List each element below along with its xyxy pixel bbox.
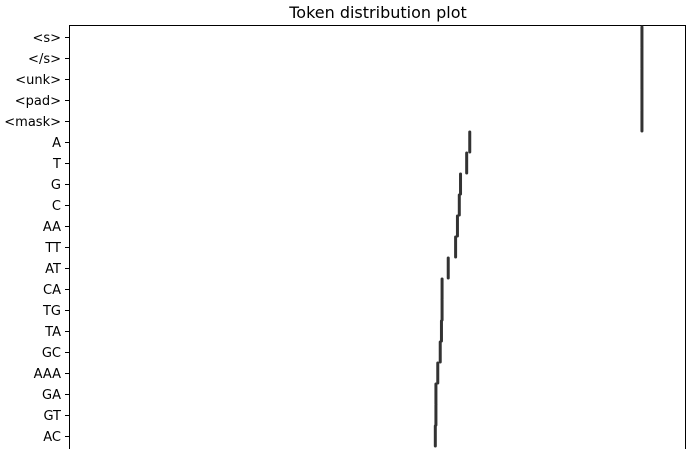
y-tick-label: G bbox=[51, 178, 61, 193]
y-tick-label: <s> bbox=[32, 31, 61, 46]
y-tick-label: TA bbox=[44, 325, 61, 340]
y-tick-label: GT bbox=[43, 409, 61, 424]
y-tick-label: </s> bbox=[28, 52, 61, 67]
y-tick-label: <pad> bbox=[15, 94, 61, 109]
y-tick-label: C bbox=[52, 199, 61, 214]
y-tick-label: A bbox=[52, 136, 61, 151]
y-axis-ticks: <s></s><unk><pad><mask>ATGCAATTATCATGTAG… bbox=[4, 31, 70, 445]
y-tick-label: CA bbox=[43, 283, 61, 298]
y-tick-label: <mask> bbox=[4, 115, 61, 130]
chart-title: Token distribution plot bbox=[288, 3, 467, 22]
data-marks bbox=[433, 25, 644, 448]
y-tick-label: TG bbox=[42, 304, 61, 319]
y-tick-label: <unk> bbox=[15, 73, 61, 88]
y-tick-label: TT bbox=[44, 241, 61, 256]
y-tick-label: AAA bbox=[34, 367, 62, 382]
y-tick-label: AC bbox=[43, 430, 61, 445]
y-tick-label: AA bbox=[43, 220, 61, 235]
y-tick-label: GC bbox=[42, 346, 61, 361]
y-tick-label: GA bbox=[42, 388, 61, 403]
y-tick-label: T bbox=[52, 157, 61, 172]
y-tick-label: AT bbox=[45, 262, 61, 277]
